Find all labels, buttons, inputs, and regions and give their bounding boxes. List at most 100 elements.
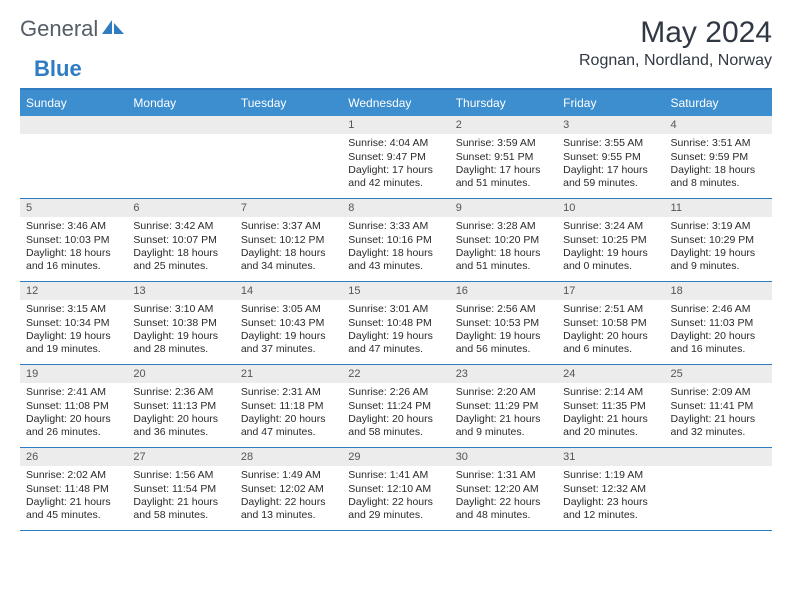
day-body: Sunrise: 4:04 AMSunset: 9:47 PMDaylight:… <box>342 134 449 195</box>
daylight1-text: Daylight: 20 hours <box>348 413 443 426</box>
day-body: Sunrise: 2:02 AMSunset: 11:48 PMDaylight… <box>20 466 127 527</box>
day-body: Sunrise: 3:46 AMSunset: 10:03 PMDaylight… <box>20 217 127 278</box>
sunset-text: Sunset: 10:16 PM <box>348 234 443 247</box>
sunrise-text: Sunrise: 3:10 AM <box>133 303 228 316</box>
sunset-text: Sunset: 10:20 PM <box>456 234 551 247</box>
day-header-row: SundayMondayTuesdayWednesdayThursdayFrid… <box>20 90 772 116</box>
sunrise-text: Sunrise: 2:26 AM <box>348 386 443 399</box>
day-body: Sunrise: 2:36 AMSunset: 11:13 PMDaylight… <box>127 383 234 444</box>
sunrise-text: Sunrise: 3:51 AM <box>671 137 766 150</box>
day-cell: 26Sunrise: 2:02 AMSunset: 11:48 PMDaylig… <box>20 448 127 530</box>
day-cell: 9Sunrise: 3:28 AMSunset: 10:20 PMDayligh… <box>450 199 557 281</box>
daylight2-text: and 20 minutes. <box>563 426 658 439</box>
day-number: 27 <box>127 448 234 466</box>
sunrise-text: Sunrise: 3:01 AM <box>348 303 443 316</box>
daylight1-text: Daylight: 17 hours <box>563 164 658 177</box>
day-body: Sunrise: 2:51 AMSunset: 10:58 PMDaylight… <box>557 300 664 361</box>
week-row: 19Sunrise: 2:41 AMSunset: 11:08 PMDaylig… <box>20 365 772 448</box>
day-body: Sunrise: 2:20 AMSunset: 11:29 PMDaylight… <box>450 383 557 444</box>
daylight2-text: and 26 minutes. <box>26 426 121 439</box>
daylight2-text: and 59 minutes. <box>563 177 658 190</box>
sunset-text: Sunset: 11:08 PM <box>26 400 121 413</box>
day-number-empty <box>665 448 772 466</box>
sunset-text: Sunset: 12:32 AM <box>563 483 658 496</box>
daylight2-text: and 47 minutes. <box>348 343 443 356</box>
day-cell: 14Sunrise: 3:05 AMSunset: 10:43 PMDaylig… <box>235 282 342 364</box>
sunset-text: Sunset: 10:43 PM <box>241 317 336 330</box>
sunset-text: Sunset: 12:20 AM <box>456 483 551 496</box>
day-header: Saturday <box>665 90 772 116</box>
sunrise-text: Sunrise: 4:04 AM <box>348 137 443 150</box>
daylight1-text: Daylight: 22 hours <box>241 496 336 509</box>
daylight2-text: and 51 minutes. <box>456 177 551 190</box>
sunrise-text: Sunrise: 2:51 AM <box>563 303 658 316</box>
day-body: Sunrise: 2:31 AMSunset: 11:18 PMDaylight… <box>235 383 342 444</box>
daylight1-text: Daylight: 17 hours <box>456 164 551 177</box>
day-cell: 4Sunrise: 3:51 AMSunset: 9:59 PMDaylight… <box>665 116 772 198</box>
day-cell: 18Sunrise: 2:46 AMSunset: 11:03 PMDaylig… <box>665 282 772 364</box>
sunset-text: Sunset: 11:24 PM <box>348 400 443 413</box>
sunset-text: Sunset: 11:03 PM <box>671 317 766 330</box>
day-body: Sunrise: 1:19 AMSunset: 12:32 AMDaylight… <box>557 466 664 527</box>
sunset-text: Sunset: 12:10 AM <box>348 483 443 496</box>
day-number: 2 <box>450 116 557 134</box>
day-number: 17 <box>557 282 664 300</box>
day-header: Sunday <box>20 90 127 116</box>
daylight2-text: and 36 minutes. <box>133 426 228 439</box>
day-number-empty <box>20 116 127 134</box>
daylight1-text: Daylight: 21 hours <box>456 413 551 426</box>
title-block: May 2024 Rognan, Nordland, Norway <box>579 16 772 70</box>
daylight2-text: and 47 minutes. <box>241 426 336 439</box>
daylight1-text: Daylight: 22 hours <box>456 496 551 509</box>
daylight2-text: and 34 minutes. <box>241 260 336 273</box>
day-body: Sunrise: 3:37 AMSunset: 10:12 PMDaylight… <box>235 217 342 278</box>
day-body: Sunrise: 3:59 AMSunset: 9:51 PMDaylight:… <box>450 134 557 195</box>
day-number: 30 <box>450 448 557 466</box>
day-number: 14 <box>235 282 342 300</box>
day-body: Sunrise: 2:56 AMSunset: 10:53 PMDaylight… <box>450 300 557 361</box>
sunrise-text: Sunrise: 3:42 AM <box>133 220 228 233</box>
day-number: 1 <box>342 116 449 134</box>
day-cell: 23Sunrise: 2:20 AMSunset: 11:29 PMDaylig… <box>450 365 557 447</box>
day-number: 9 <box>450 199 557 217</box>
daylight2-text: and 51 minutes. <box>456 260 551 273</box>
sunrise-text: Sunrise: 2:20 AM <box>456 386 551 399</box>
sunrise-text: Sunrise: 1:49 AM <box>241 469 336 482</box>
day-cell: 27Sunrise: 1:56 AMSunset: 11:54 PMDaylig… <box>127 448 234 530</box>
day-body: Sunrise: 1:31 AMSunset: 12:20 AMDaylight… <box>450 466 557 527</box>
daylight1-text: Daylight: 18 hours <box>26 247 121 260</box>
daylight2-text: and 48 minutes. <box>456 509 551 522</box>
daylight2-text: and 58 minutes. <box>348 426 443 439</box>
sunset-text: Sunset: 11:18 PM <box>241 400 336 413</box>
day-cell: 19Sunrise: 2:41 AMSunset: 11:08 PMDaylig… <box>20 365 127 447</box>
daylight1-text: Daylight: 19 hours <box>563 247 658 260</box>
day-number: 8 <box>342 199 449 217</box>
daylight2-text: and 19 minutes. <box>26 343 121 356</box>
day-number: 21 <box>235 365 342 383</box>
sunset-text: Sunset: 10:34 PM <box>26 317 121 330</box>
daylight1-text: Daylight: 21 hours <box>671 413 766 426</box>
location-text: Rognan, Nordland, Norway <box>579 52 772 70</box>
day-cell: 3Sunrise: 3:55 AMSunset: 9:55 PMDaylight… <box>557 116 664 198</box>
day-header: Friday <box>557 90 664 116</box>
day-number-empty <box>127 116 234 134</box>
day-number: 13 <box>127 282 234 300</box>
sunset-text: Sunset: 10:12 PM <box>241 234 336 247</box>
daylight1-text: Daylight: 22 hours <box>348 496 443 509</box>
daylight1-text: Daylight: 19 hours <box>241 330 336 343</box>
sunrise-text: Sunrise: 3:24 AM <box>563 220 658 233</box>
daylight1-text: Daylight: 19 hours <box>456 330 551 343</box>
month-title: May 2024 <box>579 16 772 50</box>
day-body: Sunrise: 2:41 AMSunset: 11:08 PMDaylight… <box>20 383 127 444</box>
daylight2-text: and 28 minutes. <box>133 343 228 356</box>
day-header: Wednesday <box>342 90 449 116</box>
brand-logo: General <box>20 16 126 42</box>
day-number: 11 <box>665 199 772 217</box>
day-body: Sunrise: 3:01 AMSunset: 10:48 PMDaylight… <box>342 300 449 361</box>
daylight2-text: and 12 minutes. <box>563 509 658 522</box>
daylight2-text: and 37 minutes. <box>241 343 336 356</box>
sunset-text: Sunset: 12:02 AM <box>241 483 336 496</box>
sunrise-text: Sunrise: 2:46 AM <box>671 303 766 316</box>
day-cell: 20Sunrise: 2:36 AMSunset: 11:13 PMDaylig… <box>127 365 234 447</box>
day-number: 28 <box>235 448 342 466</box>
